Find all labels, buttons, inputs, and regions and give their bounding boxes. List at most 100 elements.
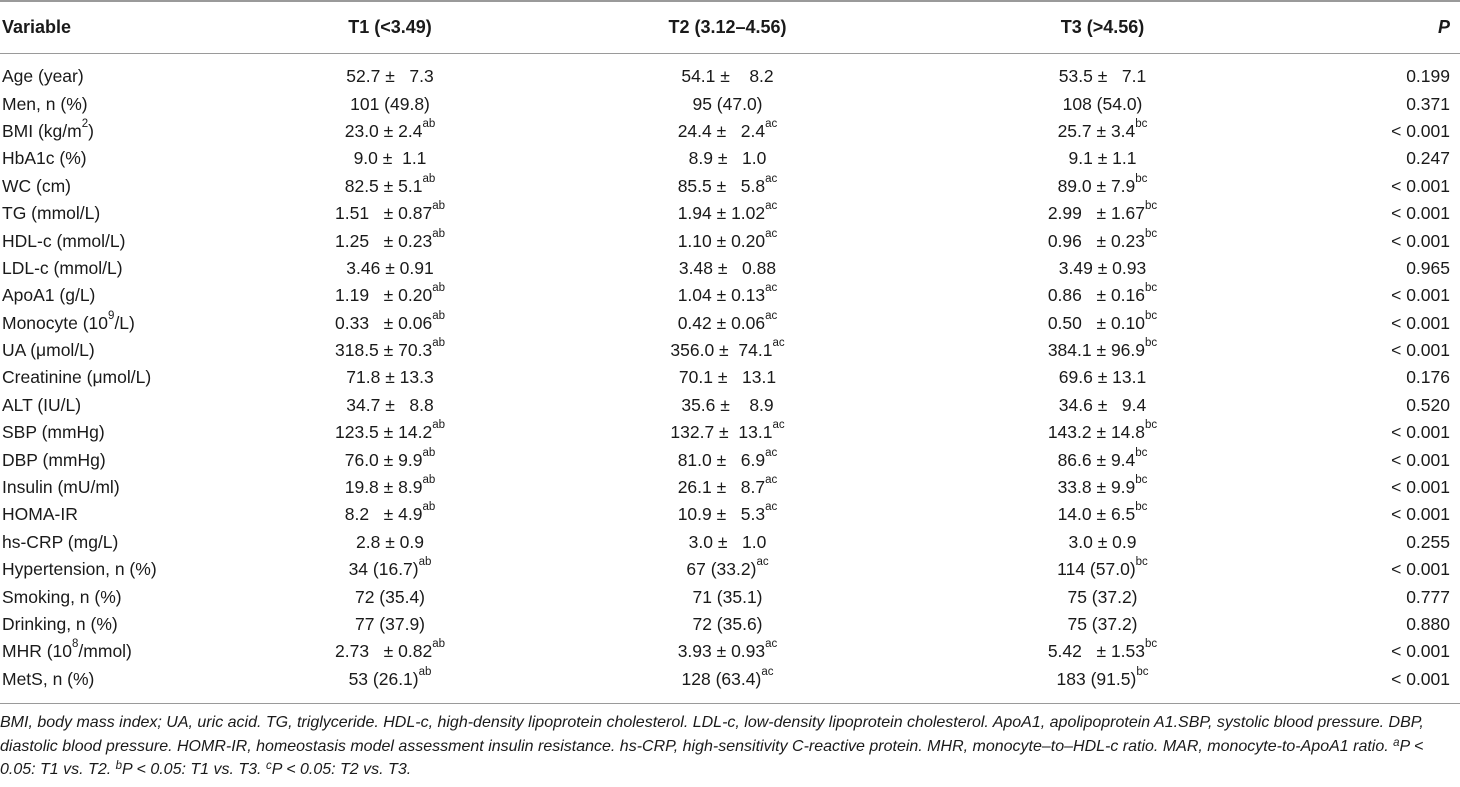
- cell-t2-value: 3.0 ± 1.0: [688, 531, 767, 552]
- row-label-text: Monocyte (10: [2, 312, 109, 333]
- cell-p-value: < 0.001: [1290, 501, 1460, 528]
- row-label-text: HbA1c (%): [2, 148, 87, 169]
- cell-t3: 0.50 ± 0.10bc: [915, 310, 1290, 337]
- cell-t3-significance: bc: [1135, 556, 1148, 569]
- row-label-text: SBP (mmHg): [2, 422, 105, 443]
- cell-t1-value: 52.7 ± 7.3: [346, 66, 434, 87]
- footnote-c-marker: c: [265, 760, 272, 772]
- footnote-a: P < 0.05: T1 vs. T2.: [0, 737, 1424, 779]
- cell-t3-value: 0.86 ± 0.16: [1047, 285, 1146, 306]
- table-row: Age (year) 52.7 ± 7.3 54.1 ± 8.2 53.5 ± 7.1…: [0, 53, 1460, 90]
- cell-t1-value: 82.5 ± 5.1: [344, 175, 423, 196]
- table-row: WC (cm) 82.5 ± 5.1ab 85.5 ± 5.8ac 89.0 ± 7.…: [0, 173, 1460, 200]
- cell-p-value: < 0.001: [1290, 282, 1460, 309]
- row-label: Age (year): [0, 53, 240, 90]
- cell-t1: 2.73 ± 0.82ab: [240, 638, 540, 665]
- row-label: LDL-c (mmol/L): [0, 255, 240, 282]
- data-table: Variable T1 (<3.49) T2 (3.12–4.56) T3 (>…: [0, 2, 1460, 693]
- table-row: BMI (kg/m2) 23.0 ± 2.4ab 24.4 ± 2.4ac 25.7 …: [0, 118, 1460, 145]
- cell-p-value: < 0.001: [1290, 446, 1460, 473]
- row-label-suffix: /mmol): [78, 641, 132, 662]
- cell-t2-value: 132.7 ± 13.1: [670, 422, 773, 443]
- row-label-text: DBP (mmHg): [2, 449, 106, 470]
- cell-t1: 52.7 ± 7.3: [240, 53, 540, 90]
- row-label-text: TG (mmol/L): [2, 203, 101, 224]
- cell-t3: 33.8 ± 9.9bc: [915, 474, 1290, 501]
- cell-t1-significance: ab: [422, 501, 436, 514]
- cell-t2: 1.04 ± 0.13ac: [540, 282, 915, 309]
- row-label-text: UA (μmol/L): [2, 340, 95, 361]
- cell-p-value: < 0.001: [1290, 200, 1460, 227]
- row-label: Hypertension, n (%): [0, 556, 240, 583]
- cell-t1-significance: ab: [418, 665, 432, 678]
- cell-p-text: < 0.001: [1391, 203, 1450, 224]
- cell-t1: 34.7 ± 8.8: [240, 392, 540, 419]
- cell-p-value: 0.255: [1290, 529, 1460, 556]
- row-label: DBP (mmHg): [0, 446, 240, 473]
- cell-t3-value: 143.2 ± 14.8: [1047, 422, 1146, 443]
- cell-t2: 1.94 ± 1.02ac: [540, 200, 915, 227]
- cell-t1: 1.19 ± 0.20ab: [240, 282, 540, 309]
- cell-t2: 72 (35.6): [540, 611, 915, 638]
- cell-t2: 1.10 ± 0.20ac: [540, 227, 915, 254]
- cell-t3: 25.7 ± 3.4bc: [915, 118, 1290, 145]
- cell-t2: 132.7 ± 13.1ac: [540, 419, 915, 446]
- cell-t1-value: 77 (37.9): [354, 614, 426, 634]
- cell-t3: 3.0 ± 0.9: [915, 529, 1290, 556]
- cell-t3-value: 114 (57.0): [1057, 559, 1136, 580]
- cell-t3-significance: bc: [1145, 638, 1158, 651]
- cell-p-text: 0.965: [1406, 257, 1450, 278]
- cell-t1-value: 72 (35.4): [354, 586, 426, 607]
- cell-t2-value: 1.94 ± 1.02: [677, 203, 766, 224]
- cell-p-value: < 0.001: [1290, 173, 1460, 200]
- table-row: HOMA-IR 8.2 ± 4.9ab 10.9 ± 5.3ac 14.0 ± 6.5…: [0, 501, 1460, 528]
- row-label-text: MHR (10: [2, 641, 73, 662]
- cell-p-text: < 0.001: [1391, 477, 1450, 498]
- cell-p-text: < 0.001: [1391, 312, 1450, 333]
- cell-t1-value: 71.8 ± 13.3: [346, 367, 434, 388]
- row-label-text: HDL-c (mmol/L): [2, 230, 126, 251]
- cell-p-text: < 0.001: [1391, 559, 1450, 580]
- cell-t3-value: 69.6 ± 13.1: [1058, 367, 1147, 388]
- table-row: MHR (108/mmol) 2.73 ± 0.82ab 3.93 ± 0.93ac…: [0, 638, 1460, 665]
- row-label: hs-CRP (mg/L): [0, 529, 240, 556]
- table-row: LDL-c (mmol/L) 3.46 ± 0.91 3.48 ± 0.88 3.49…: [0, 255, 1460, 282]
- row-label-text: Men, n (%): [2, 93, 88, 114]
- cell-t3: 143.2 ± 14.8bc: [915, 419, 1290, 446]
- cell-t3-significance: bc: [1145, 200, 1158, 213]
- footnote-a-marker: a: [1393, 736, 1400, 749]
- cell-t1-significance: ab: [432, 638, 445, 651]
- cell-t3: 108 (54.0): [915, 90, 1290, 117]
- cell-t2: 24.4 ± 2.4ac: [540, 118, 915, 145]
- cell-t3-value: 53.5 ± 7.1: [1058, 66, 1147, 87]
- cell-t2-value: 356.0 ± 74.1: [670, 340, 773, 361]
- cell-t2-significance: ac: [761, 665, 774, 678]
- table-row: UA (μmol/L) 318.5 ± 70.3ab 356.0 ± 74.1ac 3…: [0, 337, 1460, 364]
- cell-t3-value: 33.8 ± 9.9: [1057, 477, 1136, 498]
- cell-t1-value: 2.73 ± 0.82: [335, 641, 433, 662]
- table-row: Drinking, n (%) 77 (37.9) 72 (35.6) 75 (37.…: [0, 611, 1460, 638]
- cell-t3-value: 75 (37.2): [1067, 586, 1138, 607]
- cell-t1-value: 76.0 ± 9.9: [344, 449, 423, 470]
- cell-t3-significance: bc: [1135, 501, 1148, 514]
- cell-t3: 9.1 ± 1.1: [915, 145, 1290, 172]
- cell-t1: 3.46 ± 0.91: [240, 255, 540, 282]
- table-row: Smoking, n (%) 72 (35.4) 71 (35.1) 75 (37.2…: [0, 583, 1460, 610]
- cell-t3-value: 9.1 ± 1.1: [1068, 148, 1137, 169]
- row-label-text: HOMA-IR: [2, 504, 78, 525]
- cell-t1: 53 (26.1)ab: [240, 666, 540, 693]
- cell-t3-significance: bc: [1135, 446, 1148, 459]
- cell-t1-value: 101 (49.8): [350, 93, 430, 114]
- cell-t1-value: 8.2 ± 4.9: [344, 504, 423, 525]
- cell-t1-significance: ab: [432, 337, 445, 350]
- cell-p-value: 0.520: [1290, 392, 1460, 419]
- cell-t2-value: 0.42 ± 0.06: [677, 312, 766, 333]
- cell-p-text: < 0.001: [1391, 230, 1450, 251]
- row-label: HDL-c (mmol/L): [0, 227, 240, 254]
- row-label-suffix: ): [88, 120, 94, 141]
- cell-p-text: < 0.001: [1391, 120, 1450, 141]
- cell-p-value: 0.777: [1290, 583, 1460, 610]
- cell-t3-significance: bc: [1145, 419, 1158, 432]
- cell-p-value: 0.880: [1290, 611, 1460, 638]
